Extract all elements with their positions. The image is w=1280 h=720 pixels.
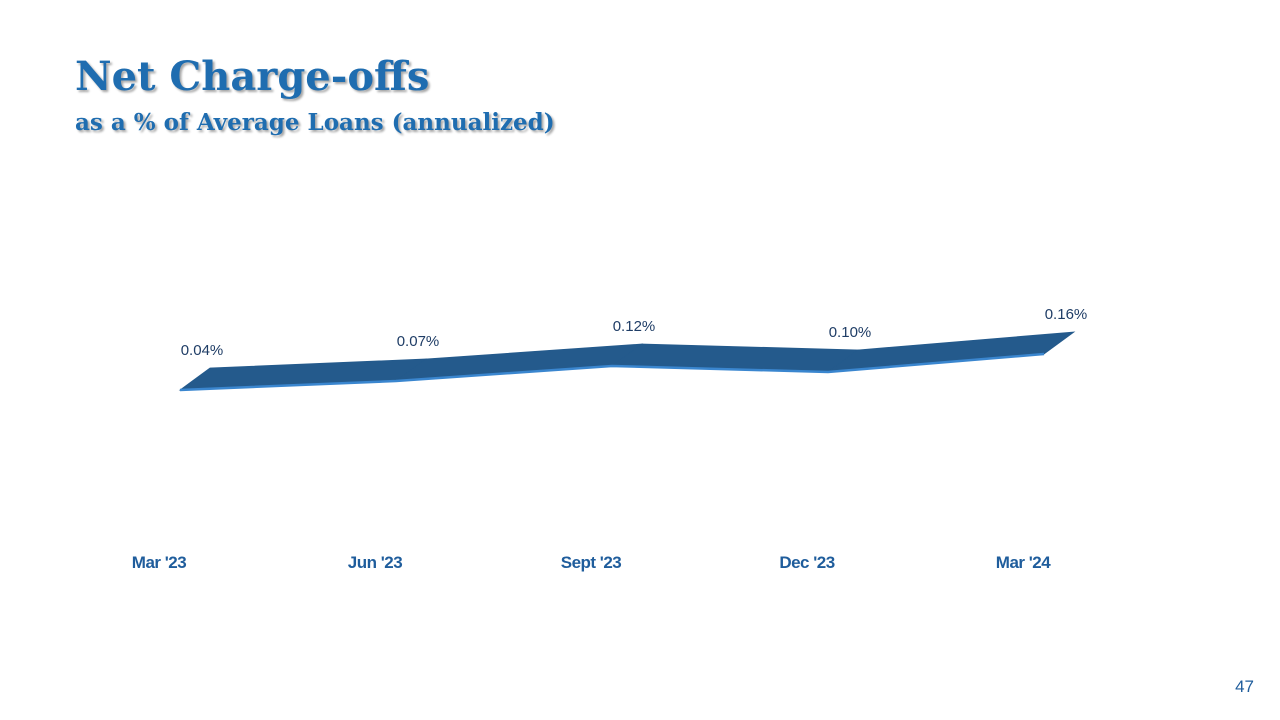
plot-area: Mar '23 Jun '23 Sept '23 Dec '23 Mar '24 0.04…	[132, 306, 1087, 572]
data-label: 0.16%	[1045, 306, 1088, 323]
data-label: 0.12%	[613, 318, 656, 335]
x-tick-label: Dec '23	[779, 553, 834, 572]
x-tick-label: Jun '23	[348, 553, 402, 572]
chart-subtitle: as a % of Average Loans (annualized)	[75, 109, 555, 136]
chart-title: Net Charge-offs	[75, 53, 429, 100]
x-tick-label: Sept '23	[561, 553, 622, 572]
data-label: 0.10%	[829, 324, 872, 341]
data-label: 0.04%	[181, 342, 224, 359]
x-tick-label: Mar '24	[996, 553, 1051, 572]
data-label: 0.07%	[397, 333, 440, 350]
line-series	[179, 352, 1045, 392]
x-tick-label: Mar '23	[132, 553, 186, 572]
page-number: 47	[1235, 677, 1254, 696]
